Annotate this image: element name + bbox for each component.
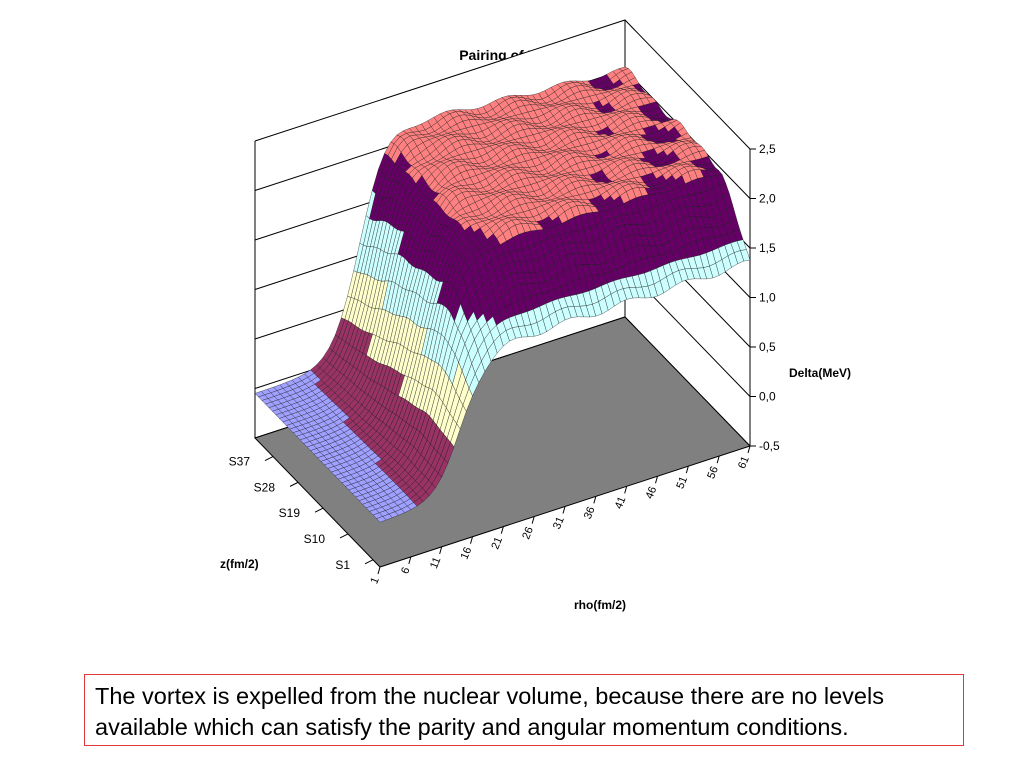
x-tick-label: 11 (428, 555, 443, 570)
y-tick-label: S37 (229, 455, 251, 469)
x-tick-label: 6 (399, 566, 412, 576)
x-tick (470, 536, 473, 544)
surface-mesh (254, 66, 751, 523)
x-tick-label: 51 (674, 475, 690, 491)
caption-text: The vortex is expelled from the nuclear … (95, 683, 884, 740)
y-tick (339, 533, 349, 539)
surface-chart: Pairing of Pinned Vortex -0,50,00,51,01,… (220, 19, 851, 612)
x-tick-label: 56 (705, 465, 721, 481)
x-tick-label: 61 (736, 455, 752, 471)
y-tick (289, 481, 299, 487)
surface-cell (376, 516, 387, 523)
x-tick (593, 496, 597, 504)
z-tick-label: 1,5 (759, 241, 776, 255)
x-tick (716, 455, 720, 464)
y-tick (364, 559, 374, 565)
y-tick (314, 507, 324, 513)
x-tick (747, 445, 751, 454)
x-tick (500, 526, 504, 534)
x-tick (562, 506, 566, 514)
x-tick (624, 486, 628, 494)
x-tick-label: 21 (489, 535, 505, 551)
y-tick-label: S19 (279, 506, 301, 520)
y-axis-label: z(fm/2) (220, 557, 259, 571)
z-tick-label: 2,0 (759, 192, 776, 206)
x-tick-label: 26 (520, 525, 536, 541)
x-axis-label: rho(fm/2) (574, 598, 626, 612)
z-axis-label: Delta(MeV) (789, 366, 851, 380)
z-tick-label: 2,5 (759, 142, 776, 156)
y-tick-label: S1 (335, 558, 350, 572)
x-tick (685, 466, 689, 474)
z-tick-label: -0,5 (759, 439, 780, 453)
x-tick-label: 31 (551, 515, 567, 531)
x-tick-label: 16 (459, 545, 475, 561)
z-tick-label: 0,5 (759, 340, 776, 354)
x-tick (531, 516, 535, 524)
z-tick-label: 1,0 (759, 291, 776, 305)
x-tick (377, 566, 381, 575)
x-tick-label: 36 (582, 505, 598, 521)
x-tick (439, 546, 443, 554)
y-tick-label: S10 (304, 532, 326, 546)
caption-box: The vortex is expelled from the nuclear … (84, 674, 964, 746)
x-tick-label: 1 (368, 576, 381, 586)
x-tick-label: 41 (613, 495, 629, 511)
z-tick-label: 0,0 (759, 390, 776, 404)
chart-axes: -0,50,00,51,01,52,02,5161116212631364146… (229, 142, 780, 586)
y-tick-label: S28 (254, 480, 276, 494)
x-tick (655, 476, 658, 484)
x-tick (408, 556, 412, 565)
y-tick (264, 456, 274, 462)
x-tick-label: 46 (644, 485, 660, 501)
